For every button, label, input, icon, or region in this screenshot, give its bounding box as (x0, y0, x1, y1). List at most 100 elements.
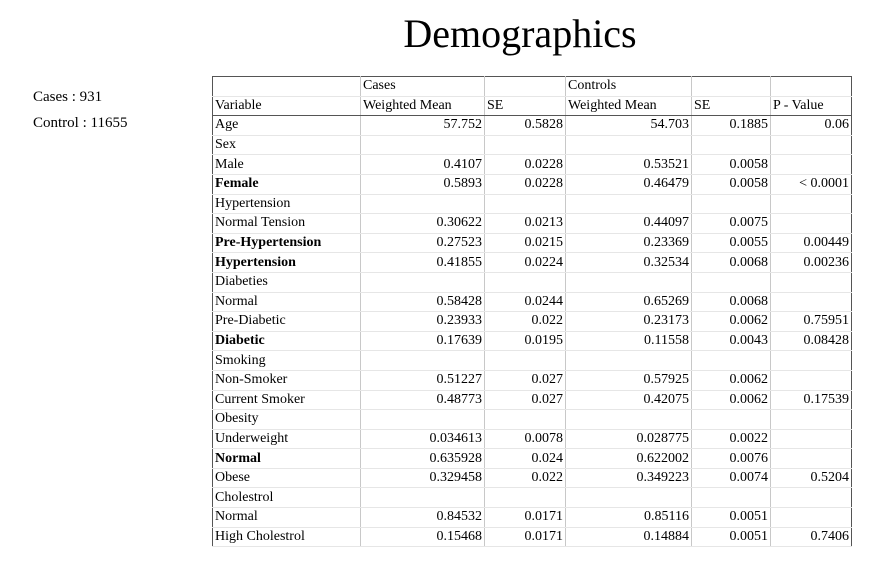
controls-se-cell (691, 487, 771, 509)
controls-weighted-mean-cell: 0.14884 (565, 526, 692, 548)
group-header-cell: Cases (360, 76, 485, 97)
p-value-cell: 0.08428 (770, 330, 852, 352)
controls-se-cell: 0.0076 (691, 448, 771, 469)
cases-weighted-mean-cell: 0.84532 (360, 507, 485, 528)
cases-se-cell (484, 193, 566, 215)
cases-se-cell: 0.0215 (484, 232, 566, 254)
controls-weighted-mean-cell (565, 271, 692, 293)
table-row: Pre-Diabetic 0.23933 0.022 0.23173 0.0062 0.7… (212, 311, 852, 332)
cases-weighted-mean-cell: 0.41855 (360, 252, 485, 273)
variable-cell: Non-Smoker (212, 369, 361, 391)
variable-cell: Hypertension (212, 252, 361, 273)
variable-cell: Smoking (212, 350, 361, 371)
controls-se-cell: 0.0068 (691, 291, 771, 313)
p-value-cell (770, 448, 852, 469)
p-value-cell: 0.06 (770, 115, 852, 136)
table-row: Female 0.5893 0.0228 0.46479 0.0058 < 0.0001 (212, 173, 852, 195)
sample-counts: Cases : 931 Control : 11655 (33, 87, 127, 139)
page-title: Demographics (403, 11, 637, 56)
variable-cell: Sex (212, 134, 361, 156)
cases-se-cell (484, 134, 566, 156)
controls-weighted-mean-cell: 0.622002 (565, 448, 692, 469)
variable-cell: Normal (212, 448, 361, 469)
controls-se-cell (691, 134, 771, 156)
cases-weighted-mean-cell: 0.4107 (360, 154, 485, 175)
cases-weighted-mean-cell (360, 193, 485, 215)
controls-weighted-mean-cell (565, 409, 692, 430)
cases-weighted-mean-cell: 0.17639 (360, 330, 485, 352)
table-row: Sex (212, 134, 852, 156)
cases-se-cell: 0.0171 (484, 507, 566, 528)
table-row: Pre-Hypertension 0.27523 0.0215 0.23369 0.00… (212, 232, 852, 254)
table-row: Hypertension (212, 193, 852, 215)
cases-weighted-mean-cell: 0.635928 (360, 448, 485, 469)
column-header: SE (484, 95, 566, 117)
variable-cell: Current Smoker (212, 389, 361, 411)
cases-weighted-mean-cell (360, 409, 485, 430)
controls-se-cell: 0.0022 (691, 428, 771, 450)
p-value-cell (770, 487, 852, 509)
controls-weighted-mean-cell: 0.44097 (565, 213, 692, 234)
controls-se-cell: 0.0051 (691, 526, 771, 548)
cases-se-cell: 0.0244 (484, 291, 566, 313)
cases-weighted-mean-cell: 0.30622 (360, 213, 485, 234)
control-count: Control : 11655 (33, 115, 128, 131)
controls-weighted-mean-cell: 0.23173 (565, 311, 692, 332)
table-row: Non-Smoker 0.51227 0.027 0.57925 0.0062 (212, 369, 852, 391)
group-header-cell (691, 76, 771, 97)
column-header: Weighted Mean (360, 95, 485, 117)
controls-weighted-mean-cell (565, 350, 692, 371)
cases-se-cell: 0.022 (484, 311, 566, 332)
column-header: Variable (212, 95, 361, 117)
table-row: Smoking (212, 350, 852, 371)
cases-weighted-mean-cell: 0.51227 (360, 369, 485, 391)
variable-cell: Obesity (212, 409, 361, 430)
p-value-cell: 0.5204 (770, 467, 852, 489)
column-header: SE (691, 95, 771, 117)
p-value-cell: 0.7406 (770, 526, 852, 548)
p-value-cell (770, 291, 852, 313)
controls-weighted-mean-cell: 0.349223 (565, 467, 692, 489)
column-header: P - Value (770, 95, 852, 117)
table-row: Male 0.4107 0.0228 0.53521 0.0058 (212, 154, 852, 175)
controls-se-cell (691, 271, 771, 293)
p-value-cell: 0.00236 (770, 252, 852, 273)
cases-weighted-mean-cell: 0.5893 (360, 173, 485, 195)
cases-se-cell: 0.0224 (484, 252, 566, 273)
variable-cell: High Cholestrol (212, 526, 361, 548)
cases-se-cell (484, 271, 566, 293)
controls-se-cell: 0.0058 (691, 173, 771, 195)
table-row: Hypertension 0.41855 0.0224 0.32534 0.0068 0.… (212, 252, 852, 273)
p-value-cell (770, 507, 852, 528)
controls-se-cell: 0.0051 (691, 507, 771, 528)
controls-se-cell: 0.0075 (691, 213, 771, 234)
table-row: Normal 0.635928 0.024 0.622002 0.0076 (212, 448, 852, 469)
table-row: Normal 0.84532 0.0171 0.85116 0.0051 (212, 507, 852, 528)
controls-weighted-mean-cell: 0.85116 (565, 507, 692, 528)
cases-count: Cases : 931 (33, 89, 103, 105)
controls-weighted-mean-cell (565, 487, 692, 509)
variable-cell: Female (212, 173, 361, 195)
table-row: Age 57.752 0.5828 54.703 0.1885 0.06 (212, 115, 852, 136)
controls-se-cell (691, 409, 771, 430)
controls-se-cell: 0.0058 (691, 154, 771, 175)
cases-se-cell: 0.5828 (484, 115, 566, 136)
cases-weighted-mean-cell: 0.034613 (360, 428, 485, 450)
p-value-cell (770, 350, 852, 371)
table-row: Diabeties (212, 271, 852, 293)
cases-se-cell (484, 409, 566, 430)
cases-se-cell: 0.027 (484, 369, 566, 391)
p-value-cell (770, 134, 852, 156)
cases-weighted-mean-cell: 0.23933 (360, 311, 485, 332)
column-header-row: Variable Weighted Mean SE Weighted Mean SE P … (212, 95, 852, 117)
controls-se-cell: 0.1885 (691, 115, 771, 136)
p-value-cell (770, 154, 852, 175)
table-row: Underweight 0.034613 0.0078 0.028775 0.0022 (212, 428, 852, 450)
p-value-cell: 0.75951 (770, 311, 852, 332)
table-row: Normal 0.58428 0.0244 0.65269 0.0068 (212, 291, 852, 313)
p-value-cell (770, 271, 852, 293)
controls-weighted-mean-cell: 0.11558 (565, 330, 692, 352)
controls-se-cell: 0.0062 (691, 369, 771, 391)
cases-se-cell: 0.0171 (484, 526, 566, 548)
controls-weighted-mean-cell (565, 134, 692, 156)
